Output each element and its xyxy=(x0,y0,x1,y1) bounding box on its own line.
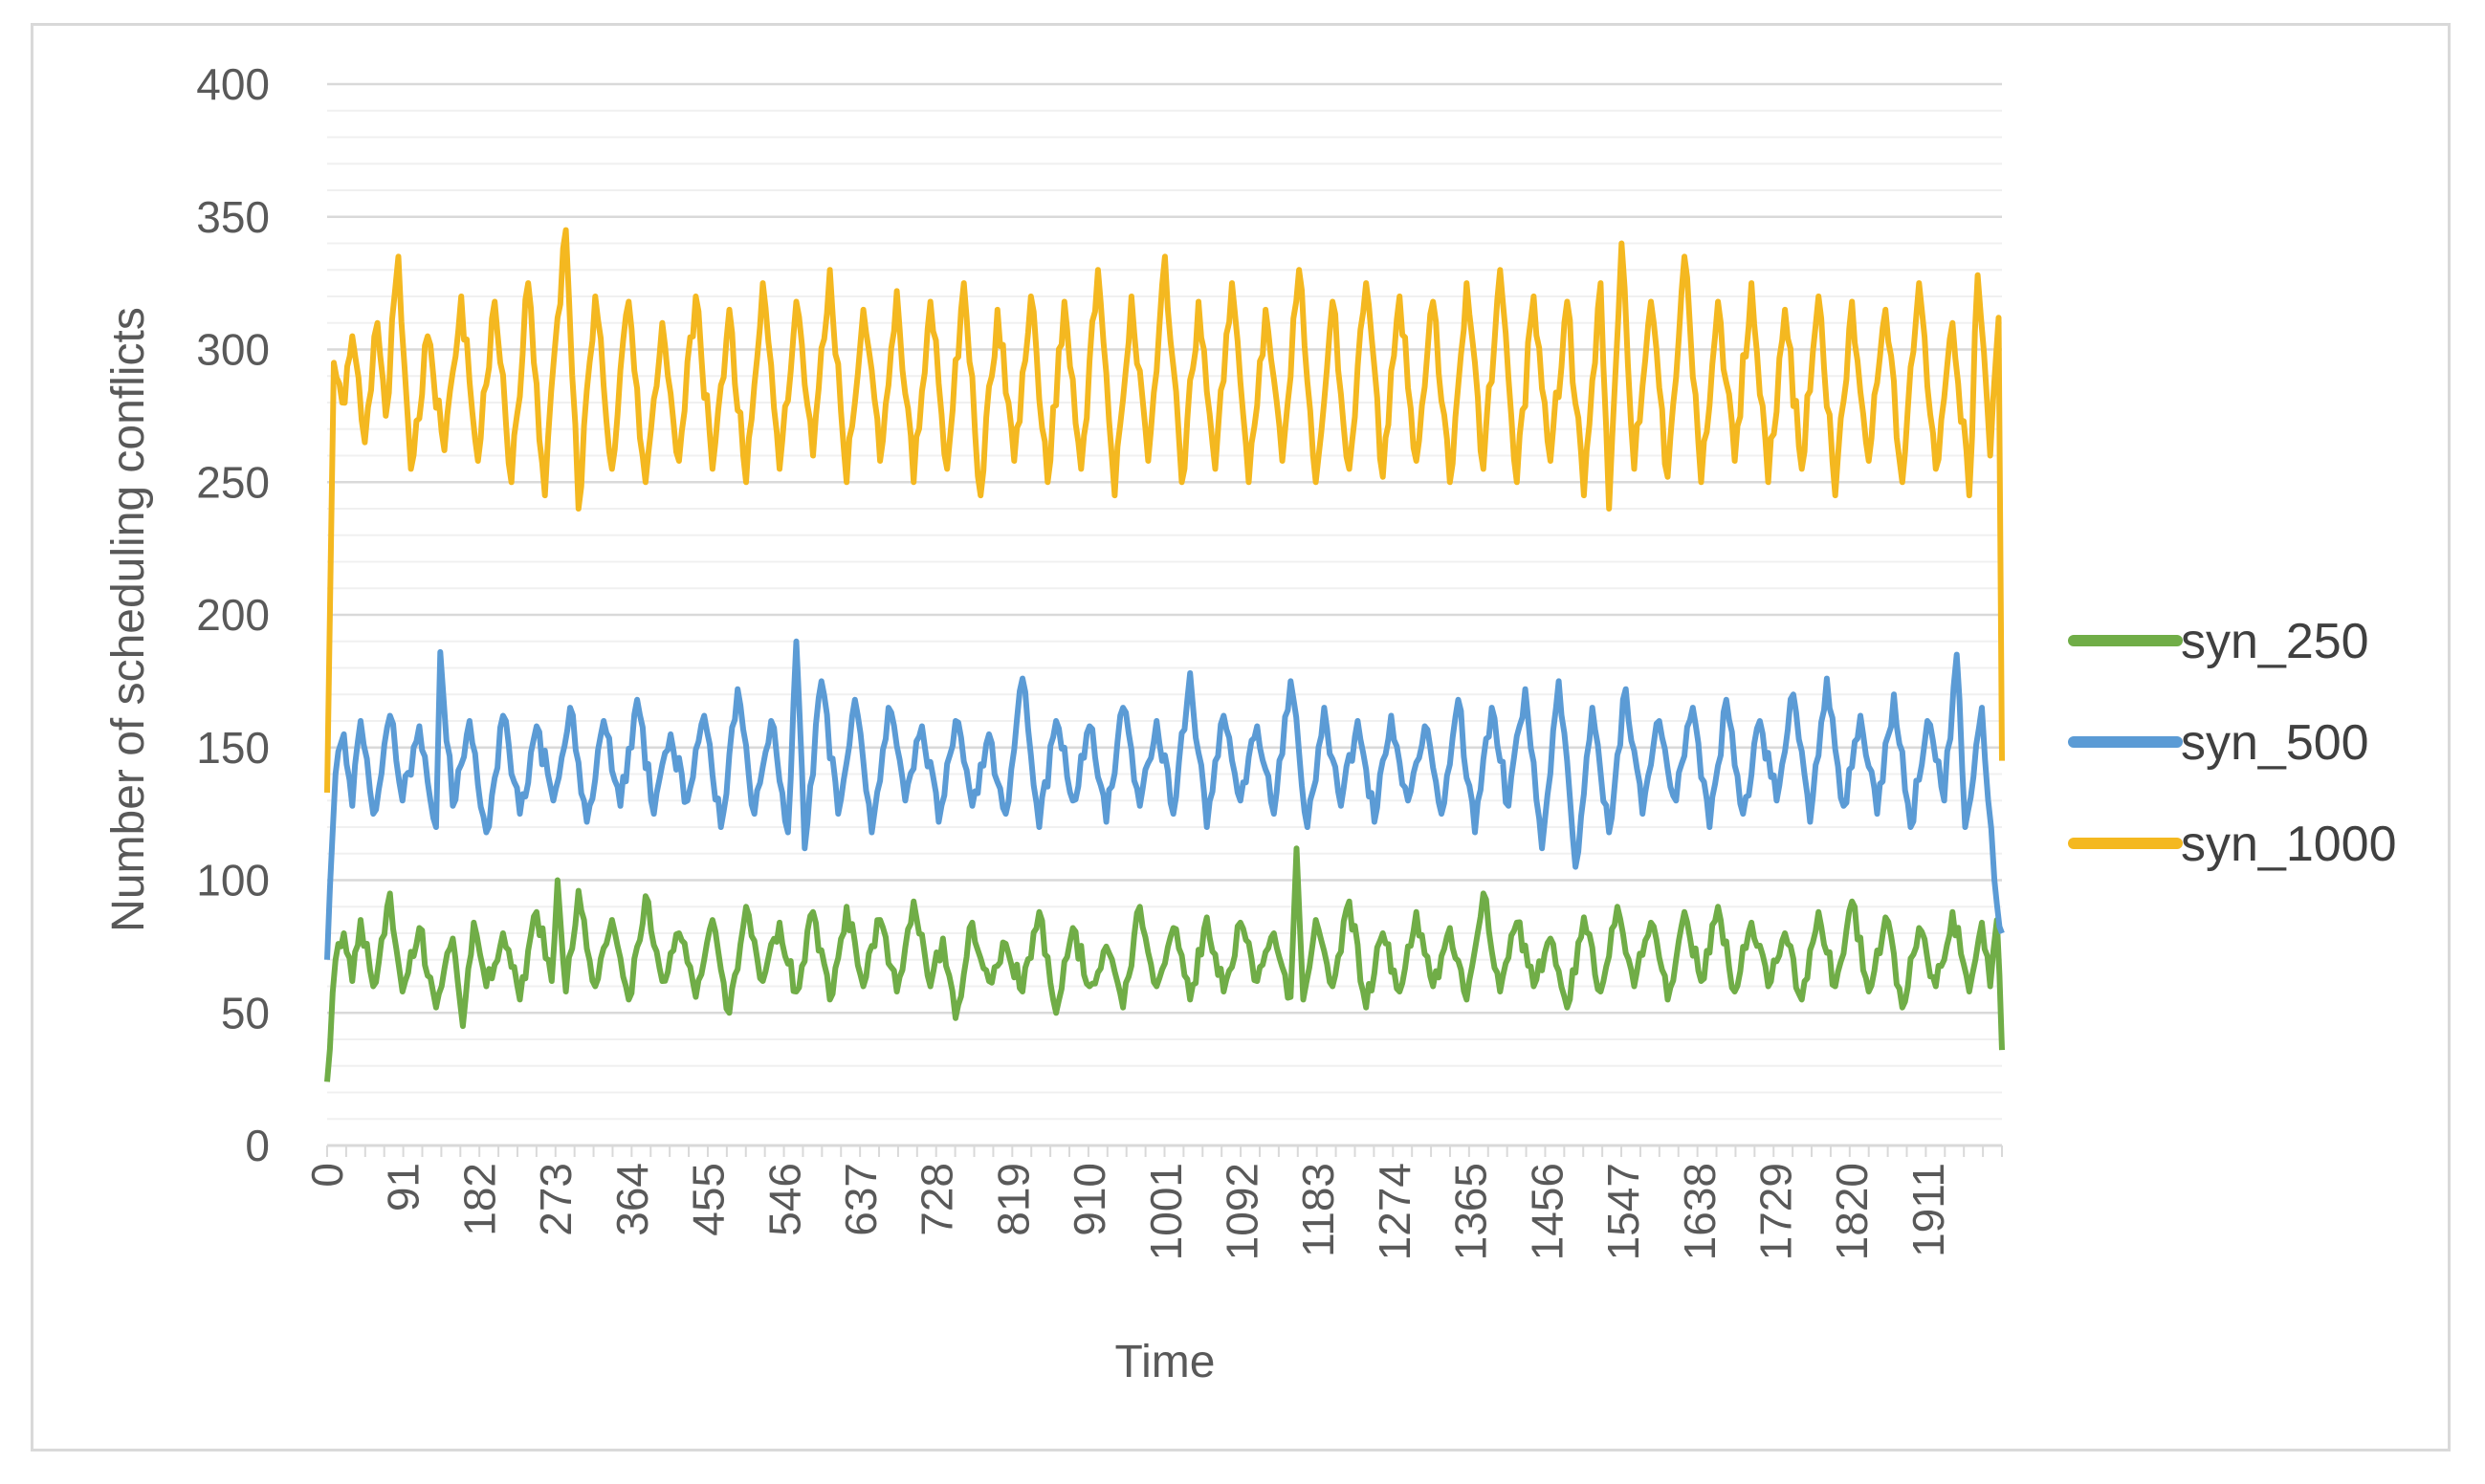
y-tick-label: 100 xyxy=(196,856,270,906)
x-tick-label: 273 xyxy=(531,1163,581,1236)
y-tick-label: 300 xyxy=(196,325,270,375)
y-tick-label: 350 xyxy=(196,192,270,242)
x-tick-label: 546 xyxy=(759,1163,809,1236)
y-tick-label: 200 xyxy=(196,590,270,640)
x-tick-label: 455 xyxy=(684,1163,734,1236)
x-tick-label: 1729 xyxy=(1750,1163,1800,1260)
x-tick-label: 1456 xyxy=(1522,1163,1572,1260)
chart-frame xyxy=(31,23,2451,1451)
x-axis: 0 91 182 273 364 455 546 637 728 819 910 1001 1092 11… xyxy=(302,1144,2003,1260)
x-tick-label: 1092 xyxy=(1218,1163,1267,1260)
x-tick-label: 910 xyxy=(1065,1163,1114,1236)
x-tick-label: 182 xyxy=(454,1163,504,1236)
x-tick-label: 91 xyxy=(379,1163,429,1211)
x-tick-label: 728 xyxy=(913,1163,962,1236)
x-tick-label: 0 xyxy=(302,1163,352,1188)
series-line-syn_1000 xyxy=(324,227,2005,793)
y-tick-label: 150 xyxy=(196,723,270,773)
x-tick-label: 819 xyxy=(988,1163,1038,1236)
x-tick-label: 1274 xyxy=(1370,1163,1419,1260)
legend-label-syn_250: syn_250 xyxy=(2181,614,2369,669)
major-gridlines xyxy=(327,82,2002,1015)
x-tick-label: 364 xyxy=(607,1163,657,1236)
legend-label-syn_1000: syn_1000 xyxy=(2181,817,2397,872)
y-axis-ticks: 0 50 100 150 200 250 300 350 400 xyxy=(196,59,270,1170)
y-tick-label: 400 xyxy=(196,59,270,109)
legend: syn_250 syn_500 syn_1000 xyxy=(2068,614,2397,872)
x-tick-label: 637 xyxy=(836,1163,886,1236)
series-line-syn_250 xyxy=(324,845,2005,1082)
series-lines xyxy=(324,227,2005,1082)
x-tick-label: 1547 xyxy=(1598,1163,1648,1260)
x-tick-label: 1638 xyxy=(1675,1163,1725,1260)
y-tick-label: 50 xyxy=(221,988,270,1037)
legend-label-syn_500: syn_500 xyxy=(2181,715,2369,771)
x-tick-label: 1001 xyxy=(1141,1163,1191,1260)
x-tick-label: 1911 xyxy=(1903,1163,1953,1257)
x-axis-title: Time xyxy=(1115,1337,1216,1387)
y-tick-label: 0 xyxy=(245,1121,270,1170)
series-line-syn_500 xyxy=(324,638,2005,960)
x-tick-label: 1183 xyxy=(1293,1163,1343,1257)
y-tick-label: 250 xyxy=(196,457,270,507)
x-tick-label: 1365 xyxy=(1446,1163,1496,1260)
y-axis-title: Number of scheduling conflicts xyxy=(103,307,154,932)
x-tick-label: 1820 xyxy=(1827,1163,1877,1260)
